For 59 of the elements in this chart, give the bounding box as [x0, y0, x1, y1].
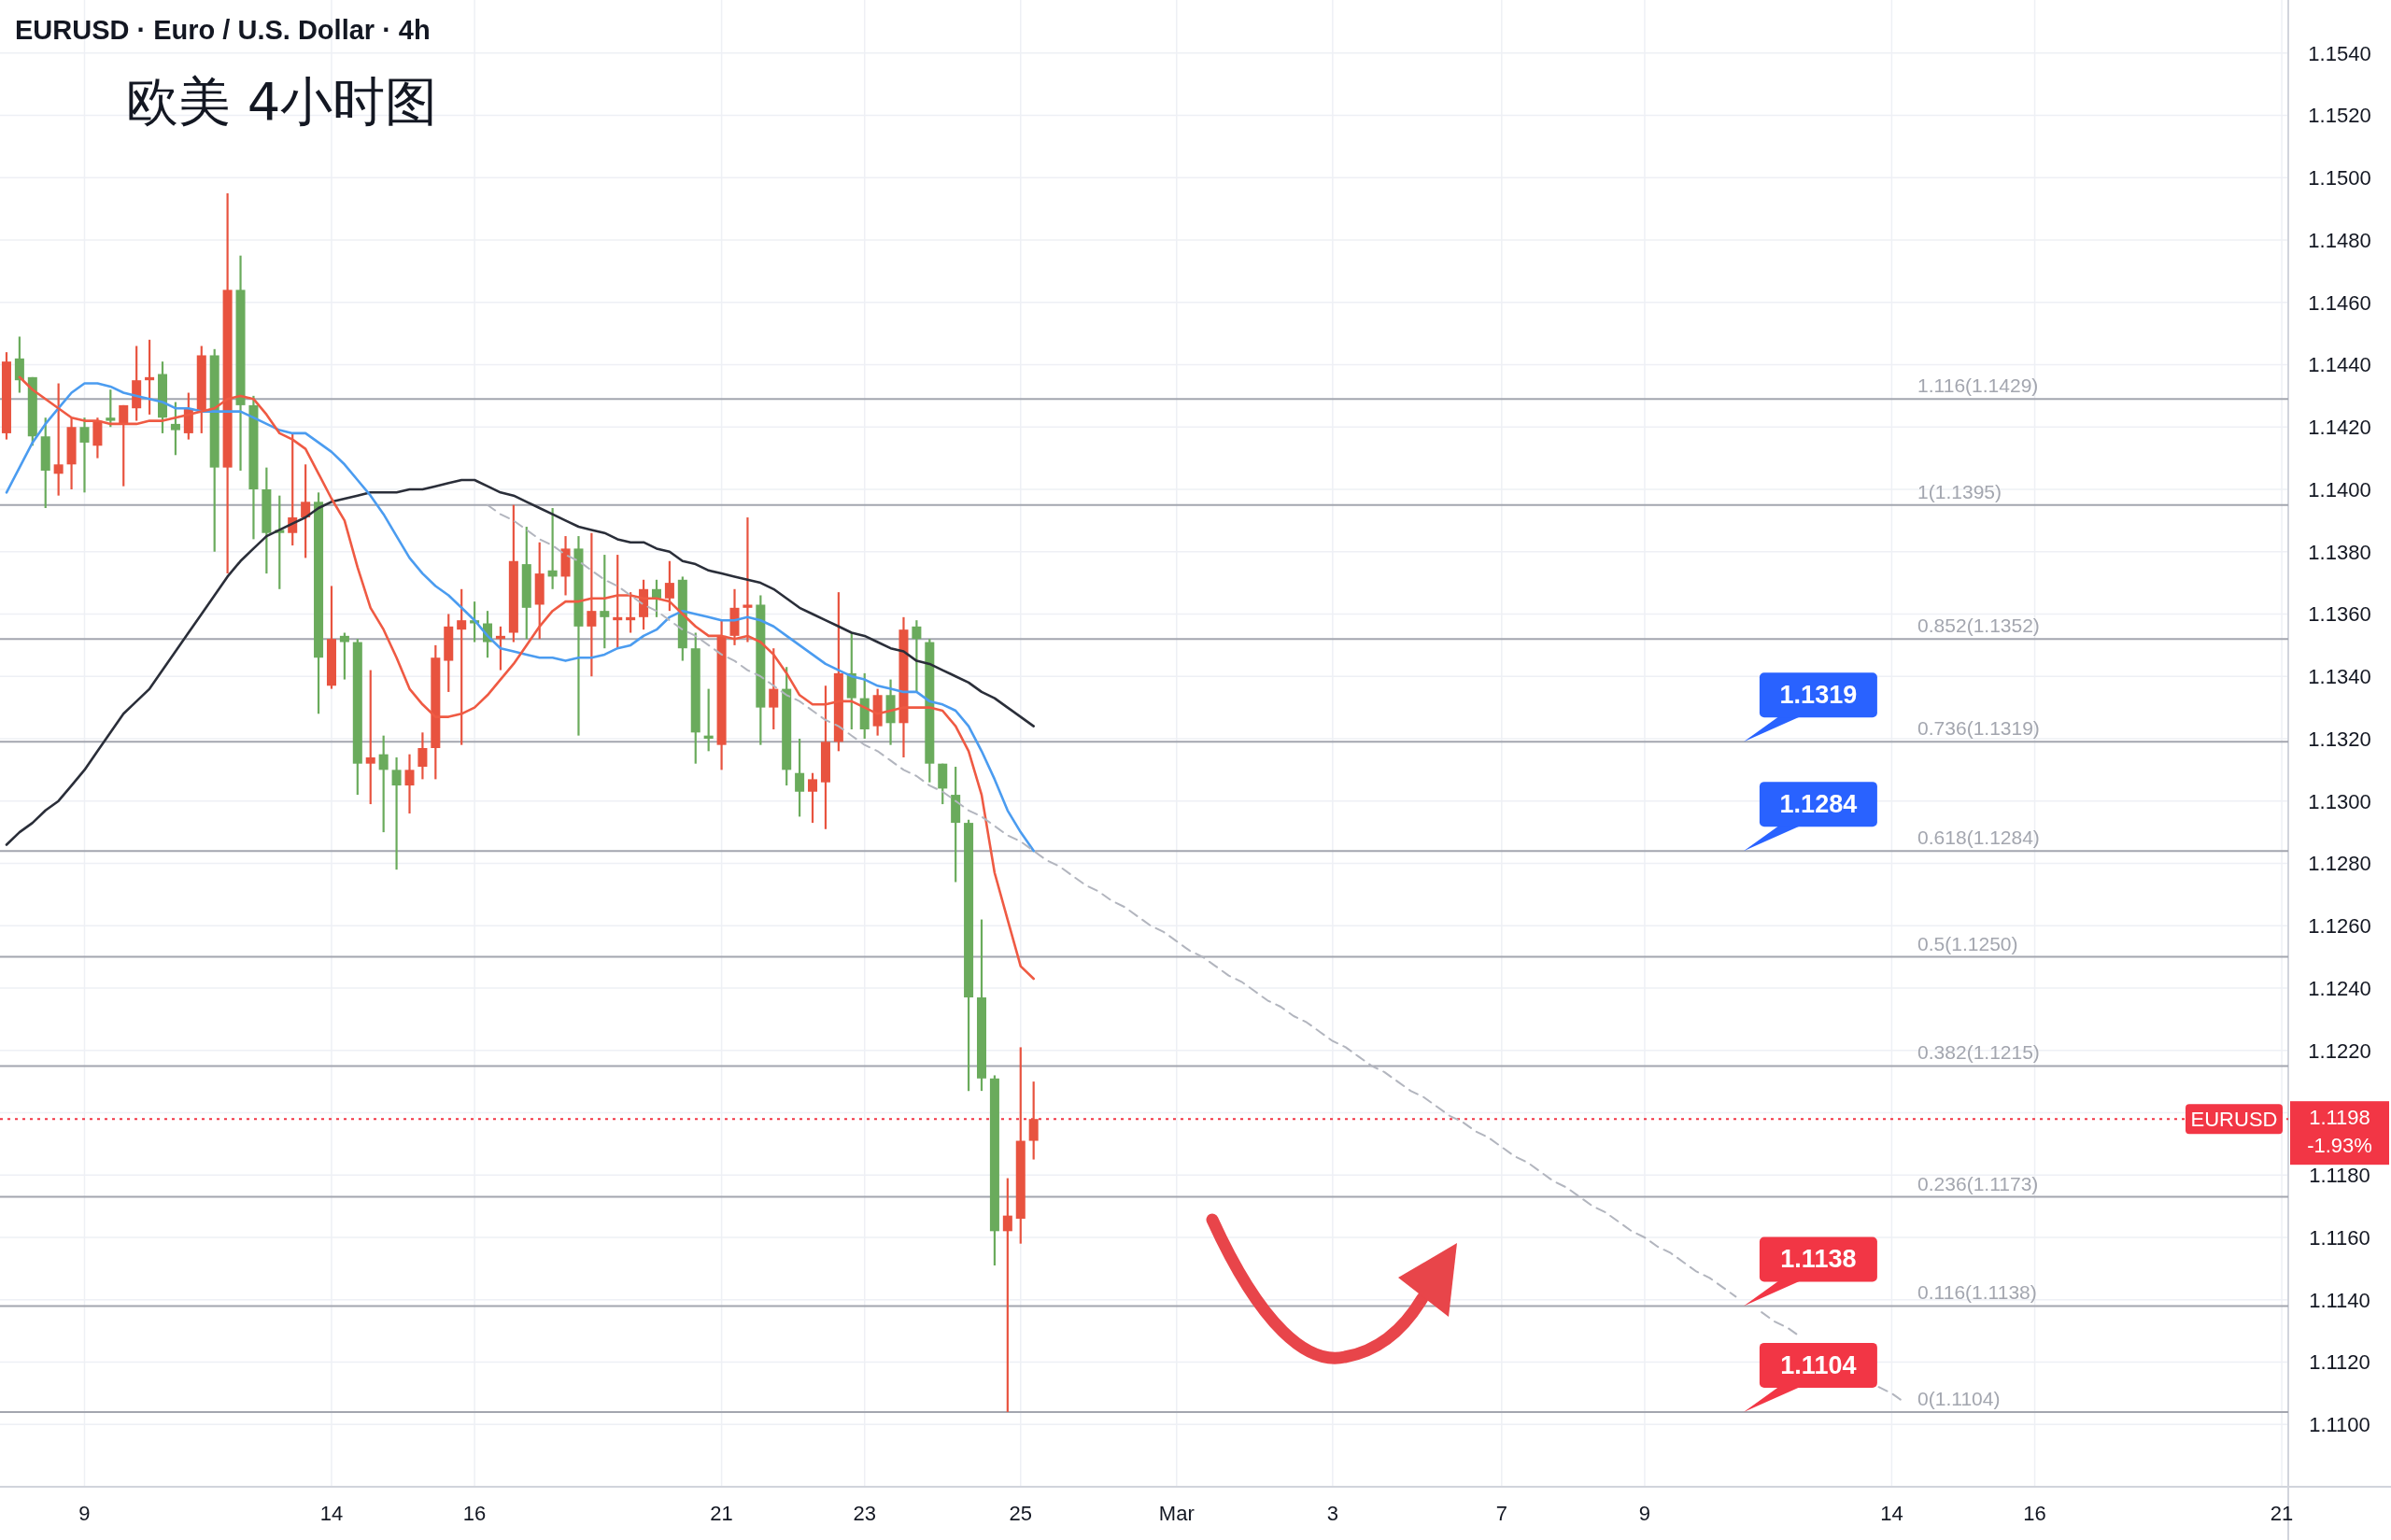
ref-line-label: 0.236(1.1173)	[1917, 1172, 2039, 1194]
text: 欧美 4小时图	[126, 71, 438, 132]
x-tick-label: 16	[2023, 1502, 2046, 1525]
x-tick-label: 14	[1880, 1502, 1903, 1525]
ref-line-label: 0.5(1.1250)	[1917, 932, 2018, 954]
ref-line-label: 0.852(1.1352)	[1917, 615, 2040, 637]
y-tick-label: 1.1420	[2308, 416, 2371, 440]
x-tick-label: 16	[462, 1502, 487, 1525]
y-tick-label: 1.1340	[2308, 665, 2371, 689]
ref-line-label: 0.736(1.1319)	[1917, 717, 2040, 740]
callout: 1.1319	[1743, 672, 1877, 742]
y-tick-label: 1.1300	[2308, 789, 2371, 813]
y-tick-label: 1.1280	[2308, 852, 2371, 876]
text: EURUSD · Euro / U.S. Dollar · 4h	[15, 15, 431, 45]
x-tick-label: 7	[1495, 1502, 1507, 1525]
callout: 1.1284	[1743, 782, 1877, 852]
y-tick-label: 1.1220	[2308, 1038, 2371, 1063]
ref-line-label: 0(1.1104)	[1917, 1387, 2001, 1409]
ref-line-label: 1.116(1.1429)	[1917, 374, 2039, 397]
y-tick-label: 1.1520	[2308, 104, 2371, 128]
y-tick-label: 1.1100	[2309, 1413, 2370, 1437]
y-tick-label: 1.1180	[2309, 1164, 2370, 1188]
annotation: 1.1284	[1779, 790, 1858, 819]
y-tick-label: 1.1540	[2308, 41, 2371, 65]
line-series	[5, 382, 1035, 853]
callout: 1.1104	[1743, 1342, 1877, 1412]
x-tick-label: 21	[710, 1502, 733, 1525]
x-tick-label: 23	[853, 1502, 876, 1525]
ref-line-label: 1(1.1395)	[1917, 480, 2002, 502]
price-tag-label: EURUSD	[2186, 1104, 2283, 1135]
y-tick-label: 1.1320	[2308, 727, 2371, 751]
x-tick-label: 9	[1638, 1502, 1651, 1525]
ref-line-label: 0.618(1.1284)	[1917, 827, 2040, 849]
y-tick-label: 1.1360	[2308, 602, 2371, 627]
price-tag: 1.1198 -1.93%	[2290, 1101, 2389, 1166]
y-tick-label: 1.1260	[2308, 914, 2371, 939]
y-tick-label: 1.1160	[2309, 1226, 2370, 1250]
annotation: 1.1104	[1780, 1350, 1857, 1379]
x-tick-label: 21	[2270, 1502, 2294, 1525]
annotation: 1.1319	[1779, 681, 1858, 710]
y-tick-label: 1.1460	[2308, 290, 2371, 315]
ref-line-label: 0.382(1.1215)	[1917, 1041, 2040, 1064]
y-tick-label: 1.1440	[2308, 353, 2371, 377]
y-tick-label: 1.1480	[2308, 228, 2371, 252]
y-tick-label: 1.1240	[2308, 977, 2371, 1000]
callout: 1.1138	[1743, 1236, 1877, 1307]
x-tick-label: 3	[1326, 1502, 1338, 1525]
x-tick-label: 9	[78, 1502, 91, 1525]
y-tick-label: 1.1120	[2309, 1350, 2370, 1375]
y-tick-label: 1.1380	[2308, 540, 2371, 564]
x-tick-label: 25	[1009, 1502, 1032, 1525]
y-tick-label: 1.1400	[2308, 477, 2371, 502]
x-tick-label: Mar	[1158, 1502, 1195, 1525]
y-tick-label: 1.1500	[2308, 166, 2371, 191]
x-tick-label: 14	[319, 1502, 344, 1525]
y-tick-label: 1.1140	[2309, 1288, 2370, 1312]
annotation: 1.1138	[1780, 1245, 1857, 1274]
ref-line-label: 0.116(1.1138)	[1917, 1281, 2037, 1304]
line-series	[5, 478, 1035, 846]
